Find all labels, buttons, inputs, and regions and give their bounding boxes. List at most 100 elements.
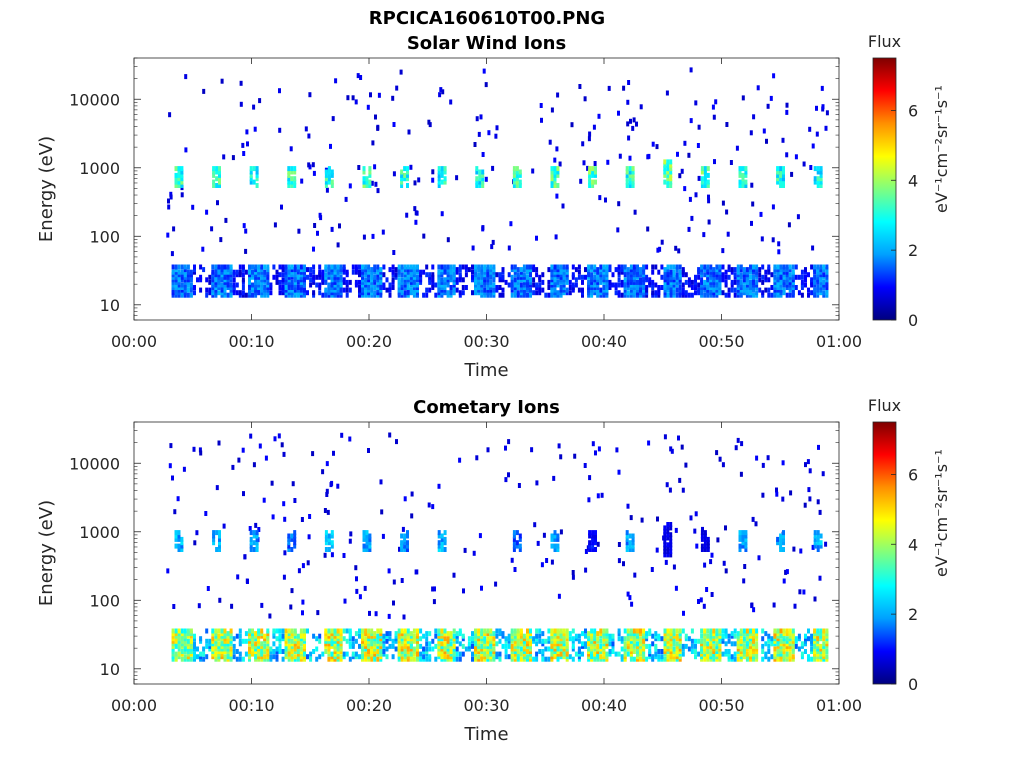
low-energy-cell <box>416 631 419 637</box>
low-energy-cell <box>773 279 777 285</box>
burst-cell <box>819 169 823 175</box>
burst-cell <box>631 172 635 178</box>
low-energy-cell <box>180 269 184 275</box>
low-energy-cell <box>700 282 704 288</box>
low-energy-cell <box>257 651 261 657</box>
burst-cell <box>779 540 783 546</box>
low-energy-cell <box>550 643 554 649</box>
low-energy-cell <box>550 269 554 275</box>
low-energy-cell <box>400 277 404 283</box>
noise-cell <box>688 196 692 202</box>
low-energy-cell <box>284 287 288 293</box>
low-energy-cell <box>550 654 554 660</box>
low-energy-cell <box>559 638 563 644</box>
low-energy-cell <box>791 643 795 649</box>
low-energy-cell <box>229 633 233 639</box>
low-energy-cell <box>645 643 649 649</box>
low-energy-cell <box>529 282 532 288</box>
low-energy-cell <box>263 274 267 280</box>
noise-cell <box>703 562 707 568</box>
low-energy-cell <box>440 641 444 647</box>
low-energy-cell <box>623 287 627 293</box>
low-energy-cell <box>819 646 823 652</box>
low-energy-cell <box>779 646 783 652</box>
low-energy-cell <box>733 292 737 298</box>
low-energy-cell <box>354 279 358 285</box>
low-energy-cell <box>745 631 749 637</box>
burst-cell <box>741 540 745 546</box>
low-energy-cell <box>559 643 563 649</box>
low-energy-cell <box>822 651 826 657</box>
low-energy-cell <box>293 287 297 293</box>
low-energy-cell <box>238 651 242 657</box>
low-energy-cell <box>703 643 707 649</box>
low-energy-cell <box>568 654 572 660</box>
burst-cell <box>706 172 710 178</box>
low-energy-cell <box>492 646 496 652</box>
low-energy-cell <box>489 290 493 296</box>
low-energy-cell <box>452 628 456 634</box>
noise-cell <box>674 527 678 533</box>
low-energy-cell <box>608 267 612 273</box>
low-energy-cell <box>727 654 731 660</box>
low-energy-cell <box>446 638 450 644</box>
low-energy-cell <box>324 264 328 270</box>
low-energy-cell <box>171 633 175 639</box>
burst-cell <box>255 169 259 175</box>
low-energy-cell <box>715 279 719 285</box>
low-energy-cell <box>587 290 591 296</box>
low-energy-cell <box>642 646 646 652</box>
low-energy-cell <box>629 290 633 296</box>
noise-cell <box>222 154 226 160</box>
low-energy-cell <box>287 274 291 280</box>
low-energy-cell <box>700 628 704 634</box>
burst-cell <box>212 540 216 546</box>
low-energy-cell <box>189 274 193 280</box>
low-energy-cell <box>654 633 658 639</box>
low-energy-cell <box>437 633 441 639</box>
low-energy-cell <box>639 643 642 649</box>
noise-cell <box>355 576 358 582</box>
low-energy-cell <box>559 654 563 660</box>
noise-cell <box>441 89 445 95</box>
low-energy-cell <box>483 631 487 637</box>
burst-cell <box>475 166 479 172</box>
low-energy-cell <box>605 274 609 280</box>
low-energy-cell <box>186 638 190 644</box>
low-energy-cell <box>403 274 407 280</box>
low-energy-cell <box>562 628 566 634</box>
low-energy-cell <box>651 633 655 639</box>
low-energy-cell <box>764 274 768 280</box>
low-energy-cell <box>556 282 560 288</box>
low-energy-cell <box>742 267 746 273</box>
low-energy-cell <box>174 267 178 273</box>
noise-cell <box>722 560 726 566</box>
noise-cell <box>374 181 378 187</box>
burst-cell <box>706 543 710 549</box>
noise-cell <box>340 432 344 438</box>
low-energy-cell <box>272 649 276 654</box>
low-energy-cell <box>755 267 759 273</box>
noise-cell <box>633 572 637 578</box>
noise-cell <box>559 529 563 535</box>
x-tick-label: 00:10 <box>228 332 274 351</box>
low-energy-cell <box>498 274 502 280</box>
noise-cell <box>697 599 700 604</box>
low-energy-cell <box>657 654 661 660</box>
low-energy-cell <box>626 279 630 285</box>
low-energy-cell <box>703 279 707 285</box>
low-energy-cell <box>449 641 453 647</box>
noise-cell <box>769 95 773 101</box>
burst-cell <box>700 176 704 182</box>
low-energy-cell <box>596 646 600 652</box>
low-energy-cell <box>281 264 285 270</box>
colorbar-tick-label: 0 <box>908 675 918 694</box>
low-energy-cell <box>556 628 560 634</box>
low-energy-cell <box>742 643 746 649</box>
noise-cell <box>761 492 765 498</box>
noise-cell <box>665 482 669 488</box>
low-energy-cell <box>657 649 661 654</box>
low-energy-cell <box>248 287 251 293</box>
burst-cell <box>293 169 297 175</box>
burst-cell <box>440 543 444 549</box>
